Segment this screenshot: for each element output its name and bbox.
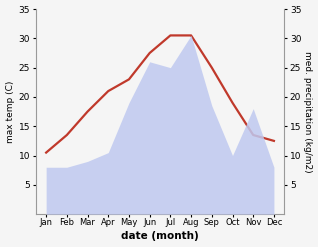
Y-axis label: max temp (C): max temp (C) — [5, 80, 15, 143]
Y-axis label: med. precipitation (kg/m2): med. precipitation (kg/m2) — [303, 51, 313, 172]
X-axis label: date (month): date (month) — [121, 231, 199, 242]
